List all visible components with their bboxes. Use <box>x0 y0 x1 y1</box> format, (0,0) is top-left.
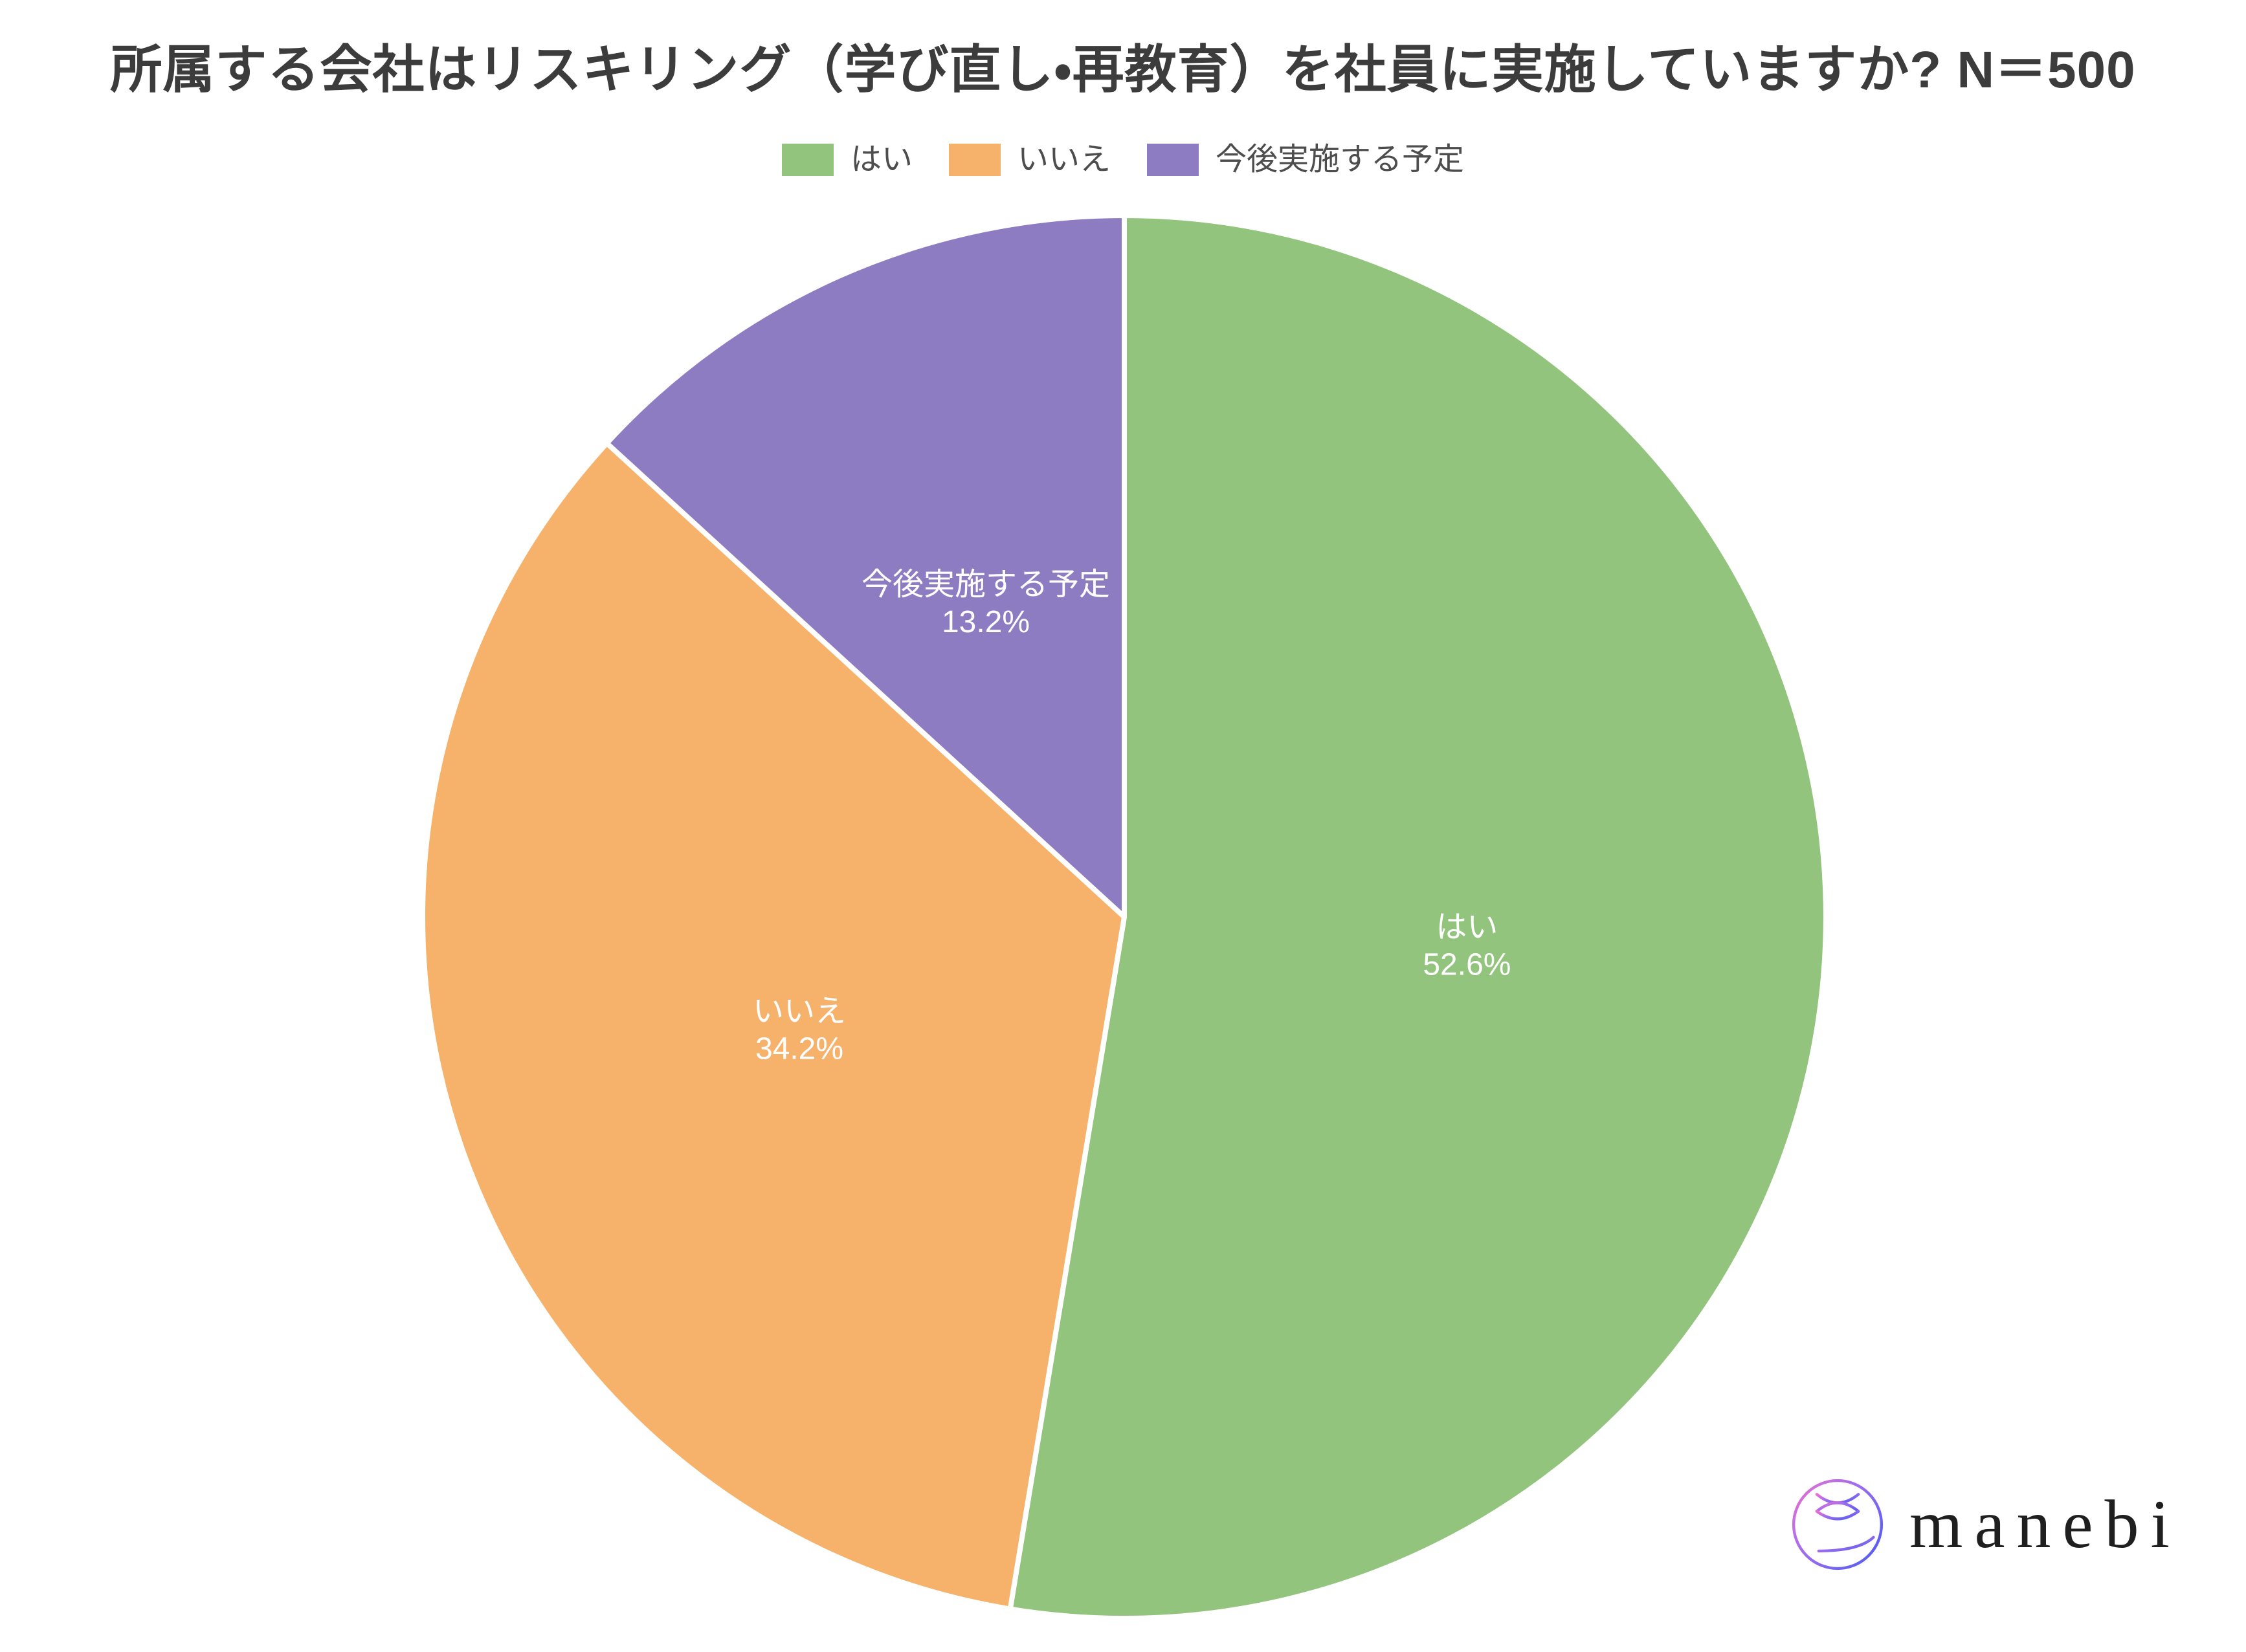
pie-slice-2[interactable] <box>604 213 1127 920</box>
pie-slice-1[interactable] <box>420 440 1127 1612</box>
chart-title: 所属する会社はリスキリング（学び直し・再教育）を社員に実施していますか? N＝5… <box>110 41 2136 98</box>
legend-swatch-yes <box>781 144 834 176</box>
pie-slice-label-2: 今後実施する予定 13.2% <box>862 567 1110 639</box>
legend-item-yes[interactable]: はい <box>781 142 913 177</box>
legend-swatch-no <box>948 144 1001 176</box>
legend-label-planned: 今後実施する予定 <box>1216 142 1465 177</box>
legend-label-yes: はい <box>850 142 913 177</box>
legend-swatch-planned <box>1147 144 1199 176</box>
legend-label-no: いいえ <box>1017 142 1111 177</box>
pie-chart: はい 52.6% いいえ 34.2% 今後実施する予定 13.2% <box>420 213 1829 1621</box>
pie-slice-label-0: はい 52.6% <box>1423 910 1511 982</box>
manebi-logo-mark-icon <box>1792 1479 1884 1570</box>
legend-item-no[interactable]: いいえ <box>948 142 1111 177</box>
manebi-logo-text: manebi <box>1909 1486 2181 1562</box>
legend-item-planned[interactable]: 今後実施する予定 <box>1147 144 1464 176</box>
manebi-logo: manebi <box>1790 1477 2181 1572</box>
pie-slice-label-1: いいえ 34.2% <box>753 995 846 1066</box>
chart-legend: はい いいえ 今後実施する予定 <box>0 144 2246 176</box>
pie-slice-0[interactable] <box>1007 213 1829 1621</box>
